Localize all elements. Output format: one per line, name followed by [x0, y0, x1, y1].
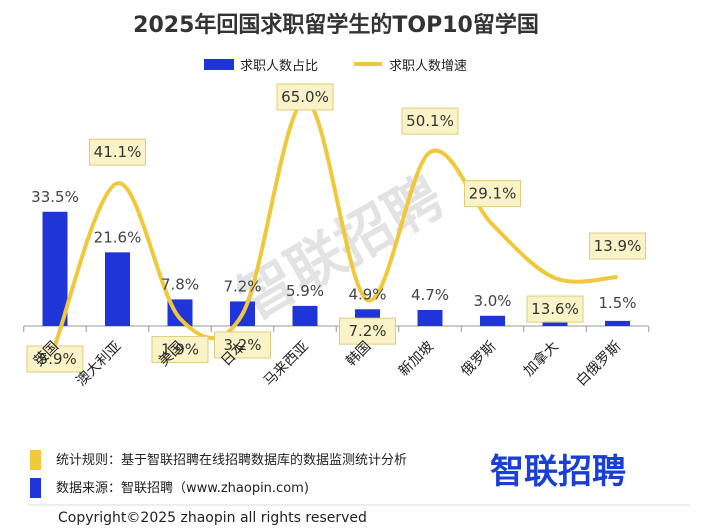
growth-value-box — [26, 345, 84, 373]
growth-value-box — [89, 138, 146, 166]
legend-label-share: 求职人数占比 — [240, 59, 318, 74]
chart-title: 2025年回国求职留学生的TOP10留学国 — [133, 12, 539, 38]
legend: 求职人数占比 求职人数增速 — [204, 59, 467, 74]
category-label: 白俄罗斯 — [573, 339, 624, 390]
bar — [605, 320, 630, 326]
growth-value-box — [151, 335, 209, 363]
bar-value-label: 3.0% — [473, 292, 511, 310]
growth-value-label: 50.1% — [406, 112, 454, 130]
growth-value-label: 13.9% — [594, 237, 642, 255]
bar-value-label: 7.2% — [223, 277, 261, 295]
bar-value-label: 5.9% — [286, 282, 324, 300]
bar — [105, 252, 130, 326]
copyright: Copyright©2025 zhaopin all rights reserv… — [58, 510, 367, 526]
bar — [292, 305, 318, 326]
bar — [42, 211, 68, 326]
note-source: 数据来源：智联招聘（www.zhaopin.com) — [56, 481, 309, 496]
bar-value-label: 7.8% — [161, 275, 199, 293]
bar-series — [42, 211, 630, 326]
note-swatch-rule — [30, 450, 41, 470]
bar-value-label: 4.7% — [411, 286, 449, 304]
bar — [542, 319, 568, 326]
bar-value-label: 33.5% — [31, 188, 79, 206]
x-axis-ticks — [23, 326, 650, 332]
growth-value-box — [589, 232, 646, 260]
growth-value-label: -5.9% — [33, 350, 77, 368]
bar-value-label: 1.5% — [598, 294, 636, 312]
category-label: 加拿大 — [520, 338, 562, 380]
growth-labels: -5.9% 41.1% 1.9% 3.2% 65.0% 7.2% 50.1% 29.1% 13.… — [26, 83, 646, 373]
notes: 统计规则：基于智联招聘在线招聘数据库的数据监测统计分析 数据来源：智联招聘（ww… — [30, 450, 407, 498]
growth-value-box — [526, 295, 584, 323]
growth-line — [53, 98, 618, 347]
legend-label-growth: 求职人数增速 — [389, 59, 467, 74]
bar — [417, 309, 443, 326]
growth-value-label: 41.1% — [94, 143, 142, 161]
note-swatch-source — [30, 478, 41, 498]
growth-value-label: 3.2% — [223, 336, 261, 354]
legend-swatch-share — [204, 59, 234, 70]
bar — [480, 315, 505, 326]
brand-logo: 智联招聘 — [490, 452, 626, 492]
growth-value-box — [401, 107, 459, 135]
bar-value-label: 4.9% — [348, 285, 386, 303]
growth-value-label: 1.9% — [161, 340, 199, 358]
growth-value-box — [339, 317, 396, 345]
growth-value-box — [464, 180, 521, 208]
growth-value-box — [214, 331, 271, 359]
growth-value-label: 7.2% — [348, 322, 386, 340]
growth-value-label: 65.0% — [281, 88, 329, 106]
note-rule: 统计规则：基于智联招聘在线招聘数据库的数据监测统计分析 — [56, 452, 407, 468]
growth-value-label: 13.6% — [531, 300, 579, 318]
bar-value-label: 21.6% — [94, 228, 142, 246]
growth-value-box — [276, 83, 334, 111]
category-label: 俄罗斯 — [458, 339, 499, 380]
growth-value-label: 29.1% — [469, 185, 517, 203]
category-label: 新加坡 — [396, 339, 437, 380]
category-labels: 英国 澳大利亚 美国 日本 马来西亚 韩国 新加坡 俄罗斯 加拿大 白俄罗斯 — [30, 338, 624, 390]
